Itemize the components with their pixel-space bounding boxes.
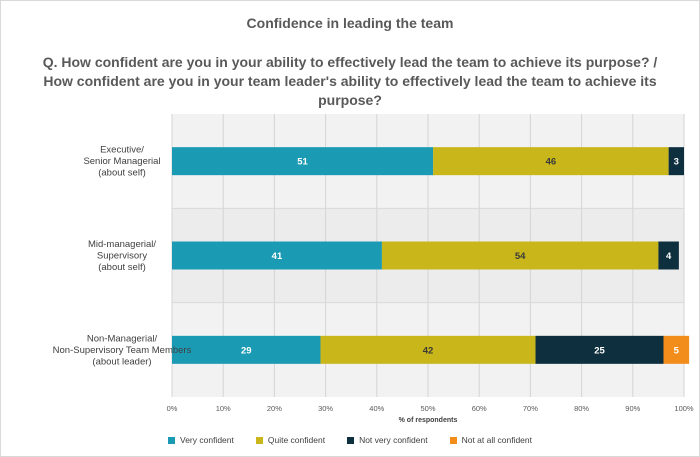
x-tick-label: 30% <box>318 404 333 413</box>
legend-label: Not at all confident <box>461 435 532 445</box>
chart-legend: Very confident Quite confident Not very co… <box>0 435 700 445</box>
bar-segment <box>668 147 684 176</box>
bar-segment <box>172 147 434 176</box>
data-label: 5 <box>674 345 680 356</box>
x-tick-label: 60% <box>472 404 487 413</box>
x-axis-title: % of respondents <box>399 417 458 424</box>
data-label: 41 <box>272 251 283 262</box>
x-tick-label: 50% <box>420 404 435 413</box>
x-tick-label: 40% <box>369 404 384 413</box>
x-tick-label: 0% <box>167 404 178 413</box>
bar-segment <box>172 241 382 270</box>
data-label: 51 <box>297 157 308 168</box>
category-label: Senior Managerial <box>83 156 160 167</box>
legend-label: Not very confident <box>359 435 428 445</box>
legend-swatch <box>449 436 457 444</box>
bar-segment <box>172 335 321 364</box>
category-label: Non-Supervisory Team Members <box>53 345 192 356</box>
x-tick-label: 20% <box>267 404 282 413</box>
bar-segment <box>658 241 679 270</box>
legend-swatch <box>168 436 175 444</box>
category-label: Executive/ <box>100 145 144 156</box>
chart-title: Confidence in leading the team <box>246 15 454 31</box>
category-label: Supervisory <box>97 251 147 262</box>
legend-item: Not at all confident <box>449 435 532 445</box>
category-label: Non-Managerial/ <box>87 333 158 344</box>
legend-item: Quite confident <box>255 435 326 445</box>
data-label: 54 <box>515 251 526 262</box>
x-tick-label: 90% <box>625 404 640 413</box>
category-label: (about self) <box>98 168 146 179</box>
data-label: 4 <box>666 251 672 262</box>
category-label: (about self) <box>98 262 146 273</box>
legend-label: Very confident <box>180 435 234 445</box>
legend-swatch <box>255 436 263 444</box>
category-label: (about leader) <box>92 356 151 367</box>
data-label: 29 <box>241 345 252 356</box>
bar-segment <box>433 147 669 176</box>
x-tick-label: 70% <box>523 404 538 413</box>
x-tick-label: 80% <box>574 404 589 413</box>
legend-swatch <box>347 436 355 444</box>
data-label: 42 <box>423 345 434 356</box>
legend-item: Not very confident <box>347 435 428 445</box>
data-label: 3 <box>674 157 679 168</box>
chart-subtitle: Q. How confident are you in your ability… <box>42 54 658 108</box>
data-label: 25 <box>594 345 605 356</box>
legend-label: Quite confident <box>267 435 326 445</box>
category-label: Mid-managerial/ <box>88 239 156 250</box>
bar-segment <box>535 335 664 364</box>
legend-item: Very confident <box>168 435 234 445</box>
bar-segment <box>320 335 536 364</box>
bar-segment <box>663 335 690 364</box>
x-tick-label: 10% <box>216 404 231 413</box>
data-label: 46 <box>546 157 557 168</box>
x-tick-label: 100% <box>674 404 694 413</box>
bar-segment <box>381 241 659 270</box>
